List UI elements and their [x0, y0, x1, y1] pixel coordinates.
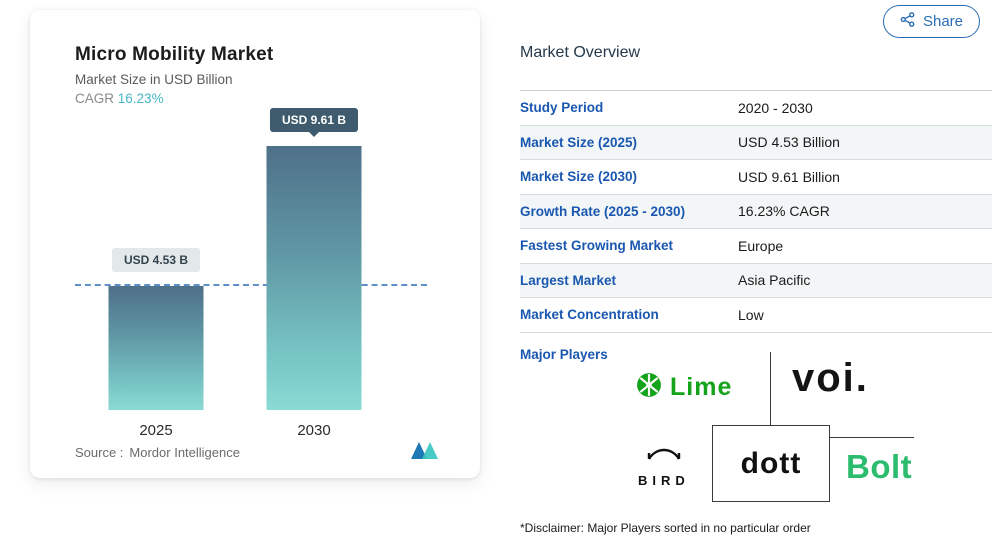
- bar-value-badge-2030: USD 9.61 B: [269, 108, 359, 133]
- market-chart-card: Micro Mobility Market Market Size in USD…: [30, 10, 480, 478]
- row-label: Growth Rate (2025 - 2030): [520, 203, 686, 219]
- table-row: Study Period 2020 - 2030: [520, 91, 992, 126]
- row-label: Market Size (2025): [520, 134, 638, 150]
- cagr-label: CAGR: [75, 91, 115, 106]
- bolt-logo: Bolt: [846, 448, 913, 485]
- bar-column-2025: USD 4.53 B: [77, 122, 235, 410]
- row-label: Fastest Growing Market: [520, 238, 674, 254]
- major-players-logos: Lime voi. BIRD dott Bolt: [520, 350, 992, 515]
- reference-line: [75, 283, 427, 286]
- bar-chart: USD 4.53 B USD 9.61 B: [75, 108, 427, 410]
- row-label: Study Period: [520, 100, 604, 116]
- source-text: Source : Mordor Intelligence: [75, 445, 240, 460]
- table-row: Market Concentration Low: [520, 298, 992, 333]
- chart-cagr: CAGR 16.23%: [75, 91, 435, 106]
- voi-logo: voi.: [792, 356, 869, 400]
- mordor-intelligence-logo-icon: [408, 440, 442, 465]
- lime-wheel-icon: [636, 372, 662, 403]
- bar-column-2030: USD 9.61 B: [235, 108, 393, 410]
- share-button[interactable]: Share: [882, 5, 980, 38]
- row-label: Market Concentration: [520, 307, 659, 323]
- bird-logo: BIRD: [638, 445, 690, 488]
- logo-divider-vertical: [770, 352, 771, 428]
- chart-subtitle: Market Size in USD Billion: [75, 72, 233, 87]
- overview-table: Study Period 2020 - 2030 Market Size (20…: [520, 90, 992, 333]
- table-row: Market Size (2030) USD 9.61 Billion: [520, 160, 992, 195]
- bar-2030: [266, 146, 362, 410]
- x-label-2025: 2025: [139, 422, 173, 439]
- share-label: Share: [922, 13, 963, 30]
- row-value: USD 9.61 Billion: [738, 168, 840, 185]
- major-players-label: Major Players: [520, 347, 608, 362]
- table-row: Largest Market Asia Pacific: [520, 263, 992, 298]
- table-row: Growth Rate (2025 - 2030) 16.23% CAGR: [520, 194, 992, 229]
- bird-handlebar-icon: [646, 445, 682, 468]
- source-row: Source : Mordor Intelligence: [75, 440, 442, 465]
- disclaimer-text: *Disclaimer: Major Players sorted in no …: [520, 521, 811, 535]
- row-value: Asia Pacific: [738, 272, 811, 289]
- lime-logo: Lime: [636, 372, 732, 403]
- x-label-2030: 2030: [297, 422, 331, 439]
- x-axis-labels: 2025 2030: [77, 422, 399, 439]
- row-value: 2020 - 2030: [738, 99, 813, 116]
- dott-logo-box: dott: [712, 425, 830, 502]
- chart-title: Micro Mobility Market: [75, 44, 274, 65]
- panel-heading: Market Overview: [520, 44, 641, 61]
- row-value: 16.23% CAGR: [738, 203, 830, 220]
- bar-value-badge-2025: USD 4.53 B: [111, 247, 201, 272]
- lime-logo-text: Lime: [670, 373, 733, 401]
- market-overview-panel: Share Market Overview Study Period 2020 …: [520, 0, 992, 552]
- share-icon: [900, 12, 915, 31]
- row-label: Largest Market: [520, 272, 617, 288]
- table-row: Fastest Growing Market Europe: [520, 229, 992, 264]
- dott-logo-text: dott: [740, 446, 802, 480]
- row-value: USD 4.53 Billion: [738, 134, 840, 151]
- bird-logo-text: BIRD: [638, 473, 690, 488]
- row-value: Europe: [738, 237, 784, 254]
- row-value: Low: [738, 306, 764, 323]
- table-row: Market Size (2025) USD 4.53 Billion: [520, 125, 992, 160]
- row-label: Market Size (2030): [520, 169, 638, 185]
- source-value: Mordor Intelligence: [129, 445, 240, 460]
- source-label: Source :: [75, 445, 124, 460]
- logo-divider-horizontal: [830, 437, 914, 438]
- cagr-value: 16.23%: [117, 91, 164, 106]
- bar-2025: [108, 285, 204, 410]
